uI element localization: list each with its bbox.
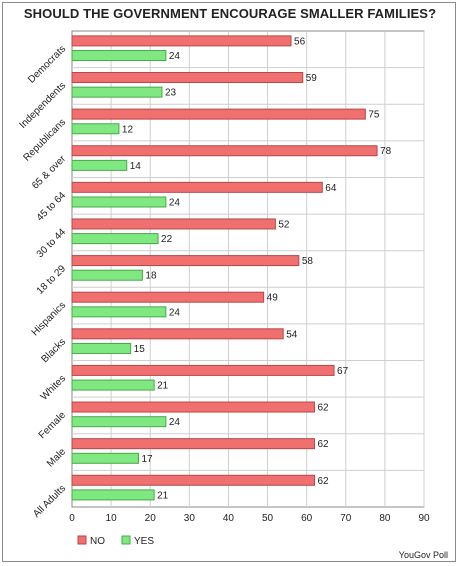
- data-label: 21: [157, 490, 169, 501]
- data-label: 56: [294, 36, 306, 47]
- x-tick-label: 10: [106, 513, 118, 524]
- bar-yes: [71, 489, 155, 501]
- category-label: 45 to 64: [35, 190, 69, 224]
- legend-label-yes: YES: [134, 536, 154, 547]
- x-tick-label: 20: [145, 513, 157, 524]
- data-label: 52: [278, 219, 290, 230]
- bar-no: [71, 72, 304, 84]
- data-label: 67: [337, 366, 349, 377]
- x-tick-label: 30: [184, 513, 196, 524]
- category-label: Blacks: [40, 337, 69, 366]
- category-label: Female: [37, 410, 69, 442]
- bar-no: [71, 108, 366, 120]
- data-label: 15: [134, 344, 146, 355]
- data-label: 59: [306, 73, 318, 84]
- bar-yes: [71, 416, 167, 428]
- data-label: 54: [286, 329, 298, 340]
- data-label: 23: [165, 88, 177, 99]
- bar-no: [71, 35, 292, 47]
- bar-no: [71, 291, 265, 303]
- data-label: 18: [145, 271, 157, 282]
- data-label: 24: [169, 307, 181, 318]
- legend-label-no: NO: [90, 536, 105, 547]
- bar-no: [71, 181, 323, 193]
- bar-no: [71, 364, 335, 376]
- data-label: 14: [130, 161, 142, 172]
- chart-title: SHOULD THE GOVERNMENT ENCOURAGE SMALLER …: [23, 6, 437, 21]
- bar-no: [71, 328, 284, 340]
- data-label: 22: [161, 234, 173, 245]
- bar-yes: [71, 86, 163, 98]
- source-label: YouGov Poll: [398, 550, 448, 560]
- bar-no: [71, 438, 315, 450]
- x-tick-label: 40: [223, 513, 235, 524]
- data-label: 62: [317, 439, 329, 450]
- bar-yes: [71, 306, 167, 318]
- bar-yes: [71, 196, 167, 208]
- category-label: 65 & over: [30, 153, 69, 192]
- x-tick-label: 60: [301, 513, 313, 524]
- bar-no: [71, 255, 300, 267]
- bar-yes: [71, 342, 132, 354]
- category-label: Hispanics: [30, 300, 68, 338]
- category-label: Whites: [39, 373, 68, 402]
- data-label: 24: [169, 51, 181, 62]
- bar-no: [71, 474, 315, 486]
- category-label: 30 to 44: [35, 226, 69, 260]
- data-label: 12: [122, 124, 134, 135]
- data-label: 24: [169, 197, 181, 208]
- bar-yes: [71, 379, 155, 391]
- category-label: All Adults: [31, 483, 68, 520]
- x-tick-label: 80: [379, 513, 391, 524]
- bar-no: [71, 145, 378, 157]
- bar-yes: [71, 123, 120, 135]
- bar-yes: [71, 159, 128, 171]
- data-label: 62: [317, 476, 329, 487]
- data-label: 49: [267, 293, 279, 304]
- legend-swatch-no: [77, 535, 87, 545]
- data-label: 24: [169, 417, 181, 428]
- bar-no: [71, 218, 276, 230]
- bar-yes: [71, 50, 167, 62]
- x-tick-label: 90: [418, 513, 430, 524]
- bar-yes: [71, 269, 143, 281]
- data-label: 58: [302, 256, 314, 267]
- plot-area: [71, 30, 425, 508]
- category-label: Democrats: [26, 44, 68, 86]
- category-label: Male: [45, 446, 68, 469]
- x-tick-label: 50: [262, 513, 274, 524]
- x-tick-label: 70: [340, 513, 352, 524]
- data-label: 17: [141, 454, 153, 465]
- legend-swatch-yes: [121, 535, 131, 545]
- bar-yes: [71, 452, 139, 464]
- data-label: 64: [325, 183, 337, 194]
- category-label: 18 to 29: [35, 263, 69, 297]
- data-label: 75: [368, 110, 380, 121]
- bar-yes: [71, 233, 159, 245]
- x-tick-label: 0: [69, 513, 75, 524]
- data-label: 21: [157, 381, 169, 392]
- bar-no: [71, 401, 315, 413]
- data-label: 78: [380, 146, 392, 157]
- data-label: 62: [317, 403, 329, 414]
